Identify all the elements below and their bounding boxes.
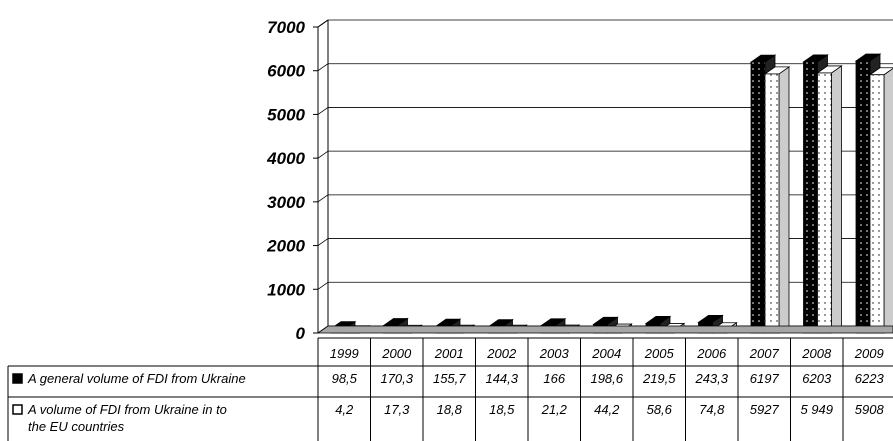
data-label: 17,3 [384, 402, 410, 417]
legend-entry: A general volume of FDI from Ukraine [27, 371, 246, 386]
bar-side [831, 65, 842, 334]
data-label: 219,5 [642, 371, 676, 386]
data-label: 144,3 [485, 371, 518, 386]
y-tick-label: 6000 [267, 62, 305, 81]
axes [313, 19, 893, 334]
bar-side [883, 67, 893, 334]
x-tick-label: 1999 [330, 346, 359, 361]
legend-swatch [12, 373, 23, 384]
y-tick-label: 0 [296, 324, 306, 343]
gridline-diagonal [317, 194, 329, 203]
x-tick-label: 2005 [644, 346, 675, 361]
x-tick-label: 2003 [539, 346, 570, 361]
y-tick-label: 3000 [267, 193, 305, 212]
data-label: 5 949 [800, 402, 833, 417]
x-tick-label: 2006 [696, 346, 727, 361]
data-label: 4,2 [335, 402, 354, 417]
y-tick-label: 2000 [266, 237, 305, 256]
bar-front [855, 60, 871, 334]
gridline-diagonal [317, 63, 329, 72]
data-label: 5908 [855, 402, 885, 417]
x-tick-label: 2000 [381, 346, 412, 361]
data-label: 170,3 [380, 371, 413, 386]
gridline-diagonal [317, 107, 329, 115]
bar-front [869, 74, 885, 334]
data-label: 5927 [750, 402, 780, 417]
data-label: 166 [543, 371, 565, 386]
x-tick-label: 2009 [854, 346, 884, 361]
bar-front [750, 61, 766, 334]
bar-front [764, 73, 780, 334]
data-label: 18,5 [489, 402, 515, 417]
chart-floor [316, 325, 893, 334]
bar-side [778, 66, 790, 334]
x-tick-label: 2004 [591, 346, 621, 361]
y-tick-label: 4000 [266, 149, 305, 168]
data-label: 155,7 [433, 371, 466, 386]
legend-swatch [12, 404, 23, 415]
gridline-diagonal [317, 238, 329, 246]
y-tick-label: 1000 [267, 280, 305, 299]
data-label: 6223 [855, 371, 885, 386]
y-tick-label: 7000 [267, 18, 305, 37]
data-label: 6203 [802, 371, 832, 386]
data-label: 243,3 [694, 371, 728, 386]
gridline-diagonal [317, 281, 329, 290]
bars [329, 53, 893, 334]
data-label: 98,5 [332, 371, 358, 386]
data-label: 6197 [750, 371, 780, 386]
data-label: 74,8 [699, 402, 725, 417]
x-tick-label: 2008 [801, 346, 832, 361]
data-label: 58,6 [647, 402, 673, 417]
bar-series-2 [763, 66, 791, 334]
top-diagonal [317, 19, 329, 28]
legend-entry: A volume of FDI from Ukraine in to [27, 402, 227, 417]
data-label: 198,6 [590, 371, 623, 386]
legend-entry: the EU countries [28, 419, 125, 434]
data-label: 44,2 [594, 402, 620, 417]
data-label: 18,8 [437, 402, 463, 417]
bar-front [803, 61, 818, 334]
bar-front [817, 72, 832, 334]
data-table: 1999 2000 2001 2002 2003 2004 2005 2006 2007 2008… [7, 337, 893, 441]
bar-series-2 [868, 67, 893, 334]
data-label: 21,2 [541, 402, 568, 417]
gridline-diagonal [317, 150, 329, 159]
gridlines [317, 19, 893, 334]
x-tick-label: 2007 [749, 346, 780, 361]
x-tick-label: 2002 [486, 346, 517, 361]
bar-series-2 [816, 65, 843, 334]
y-tick-labels: 0 1000 2000 3000 4000 5000 6000 7000 [266, 18, 305, 343]
x-tick-label: 2001 [434, 346, 464, 361]
y-tick-label: 5000 [267, 105, 305, 124]
